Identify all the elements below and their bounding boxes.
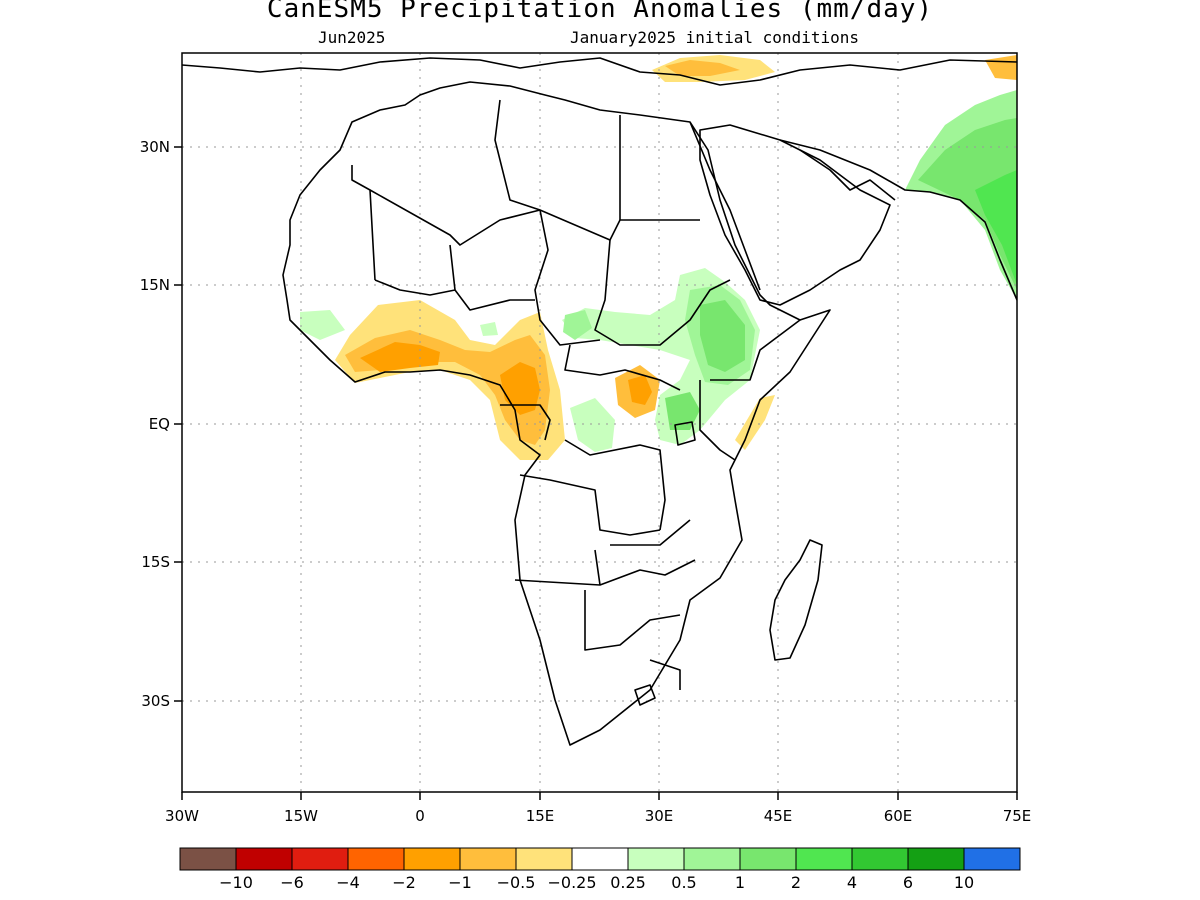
colorbar-swatch [515,847,573,871]
colorbar-label: 4 [847,873,857,892]
border-1 [351,165,376,281]
colorbar-swatch [907,847,965,871]
plot-frame [181,52,1018,793]
colorbar-swatch [963,847,1021,871]
nigeria-wet-spot [480,322,498,336]
colorbar-label: −6 [280,873,304,892]
colorbar-swatch [347,847,405,871]
europe-coastline [182,57,1017,86]
colorbar [179,847,1021,871]
colorbar-swatch [459,847,517,871]
y-tick-label: 30S [141,692,170,710]
ethiopia-wet-core [700,300,745,372]
border-8 [454,289,535,311]
map-title: CanESM5 Precipitation Anomalies (mm/day) [266,0,934,24]
x-tick-label: 45E [764,807,793,825]
persian-gulf [799,149,896,201]
x-tick-label: 60E [884,807,913,825]
y-tick-label: 30N [140,138,170,156]
colorbar-label: 2 [791,873,801,892]
colorbar-swatch [683,847,741,871]
border-17 [710,319,801,381]
x-tick-label: 15W [284,807,318,825]
arabia-coastline [699,124,891,306]
border-11 [564,439,666,531]
border-7 [594,239,731,346]
y-axis-labels: 30N 15N EQ 15S 30S [140,138,170,710]
initial-conditions: January2025 initial conditions [570,28,859,47]
colorbar-label: −1 [448,873,472,892]
colorbar-label: −0.25 [547,873,596,892]
x-tick-label: 75E [1003,807,1032,825]
colorbar-swatch [403,847,461,871]
border-3 [494,99,541,211]
border-5 [374,244,456,296]
x-tick-label: 30E [645,807,674,825]
colorbar-label: −0.5 [497,873,536,892]
tick-marks [174,146,1018,800]
colorbar-label: −4 [336,873,360,892]
y-tick-label: 15S [141,553,170,571]
india-wet [918,118,1017,290]
lesotho [634,684,656,706]
x-tick-label: 15E [526,807,555,825]
colorbar-label: 1 [735,873,745,892]
colorbar-swatch [851,847,909,871]
colorbar-swatch [627,847,685,871]
anomaly-shading [300,55,1017,460]
grid-lines [182,53,1017,792]
border-18 [649,659,681,690]
colorbar-label: 0.25 [610,873,646,892]
india-wet-core [975,170,1017,285]
border-6 [534,209,601,346]
colorbar-swatch [291,847,349,871]
y-tick-label: EQ [149,415,170,433]
border-9 [564,344,681,391]
car-dry-core [628,375,652,405]
colorbar-label: 10 [954,873,974,892]
kenya-coast-dry [735,395,775,450]
colorbar-label: −10 [219,873,253,892]
colorbar-swatch [571,847,629,871]
border-12 [519,474,661,536]
border-14 [594,519,691,586]
sahel-west-wet [563,310,592,340]
asia-coastline [779,139,1017,301]
border-16 [699,380,736,461]
colorbar-labels: −10 −6 −4 −2 −1 −0.5 −0.25 0.25 0.5 1 2 4 6 10 [219,873,974,892]
border-15 [584,590,681,651]
colorbar-swatch [739,847,797,871]
colorbar-label: 0.5 [671,873,696,892]
red-sea-coast [689,121,761,291]
coastlines [182,57,1017,746]
congo-wet-light [570,398,615,452]
colorbar-label: −2 [392,873,416,892]
border-2 [369,189,700,246]
x-axis-labels: 30W 15W 0 15E 30E 45E 60E 75E [165,807,1031,825]
colorbar-swatch [179,847,237,871]
border-13 [514,559,696,586]
guinea-wet [300,310,345,340]
lake-victoria [674,421,696,446]
caspian-dry [985,55,1017,80]
border-10 [500,404,551,441]
x-tick-label: 0 [415,807,425,825]
y-tick-label: 15N [140,276,170,294]
uganda-wet [665,392,700,430]
mediterranean-dry [665,60,740,76]
colorbar-label: 6 [903,873,913,892]
colorbar-swatch [235,847,293,871]
forecast-month: Jun2025 [318,28,386,47]
x-tick-label: 30W [165,807,199,825]
colorbar-swatch [795,847,853,871]
madagascar-coastline [769,539,823,661]
